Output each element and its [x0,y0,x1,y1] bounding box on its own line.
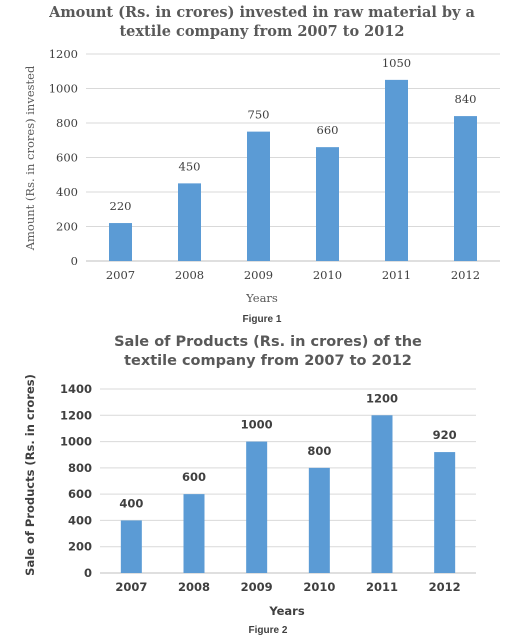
chart-2-y-axis-label: Sale of Products (Rs. in crores) [23,374,37,576]
y-tick-label: 400 [56,185,78,199]
chart-2-gridlines [100,388,476,574]
y-tick-label: 1000 [60,435,92,449]
x-tick-label: 2010 [313,268,342,282]
y-tick-label: 200 [56,220,78,234]
data-label-2012: 840 [455,92,477,106]
data-label-2011: 1200 [366,391,398,405]
chart-2-title-line-1: Sale of Products (Rs. in crores) of the [114,334,422,350]
x-tick-label: 2008 [175,268,204,282]
bar-2007 [120,520,142,573]
y-tick-label: 1000 [49,82,78,96]
chart-1-caption: Figure 1 [243,314,282,325]
data-label-2010: 660 [317,123,339,137]
chart-2-svg: Sale of Products (Rs. in crores) of the … [23,334,476,636]
y-tick-label: 200 [68,540,92,554]
chart-2-data-labels: 400 600 1000 800 1200 920 [119,391,456,510]
x-tick-label: 2010 [303,580,335,594]
y-tick-label: 0 [84,566,92,580]
x-tick-label: 2011 [366,580,398,594]
data-label-2008: 600 [182,470,206,484]
bar-2009 [246,441,268,573]
x-tick-label: 2012 [429,580,461,594]
chart-2-x-ticks: 2007 2008 2009 2010 2011 2012 [115,580,460,594]
y-tick-label: 800 [68,461,92,475]
data-label-2009: 750 [248,108,270,122]
chart-1-bars [109,79,477,261]
y-tick-label: 0 [71,254,78,268]
chart-1-title-line-2: textile company from 2007 to 2012 [119,23,404,40]
bar-2007 [109,223,132,261]
y-tick-label: 1200 [49,47,78,61]
y-tick-label: 400 [68,513,92,527]
chart-1-y-ticks: 0 200 400 600 800 1000 1200 [49,47,78,268]
chart-1-x-ticks: 2007 2008 2009 2010 2011 2012 [106,268,480,282]
data-label-2012: 920 [433,428,457,442]
chart-2-x-axis-label: Years [268,604,305,618]
x-tick-label: 2012 [451,268,480,282]
bar-2008 [183,494,205,573]
bar-2012 [454,116,477,261]
bar-2011 [371,415,393,573]
x-tick-label: 2011 [382,268,411,282]
chart-1-x-axis-label: Years [245,291,278,305]
y-tick-label: 1400 [60,382,92,396]
x-tick-label: 2007 [115,580,147,594]
chart-2-title-line-2: textile company from 2007 to 2012 [124,353,412,369]
chart-2-bars [120,415,456,573]
chart-1-gridlines [86,53,500,262]
data-label-2011: 1050 [382,56,411,70]
x-tick-label: 2007 [106,268,135,282]
chart-1-data-labels: 220 450 750 660 1050 840 [110,56,477,213]
bar-2012 [434,452,456,573]
x-tick-label: 2008 [178,580,210,594]
chart-2-caption: Figure 2 [249,625,288,636]
y-tick-label: 600 [56,151,78,165]
bar-2010 [316,147,339,261]
y-tick-label: 800 [56,116,78,130]
chart-figure-2: Sale of Products (Rs. in crores) of the … [0,332,519,640]
data-label-2010: 800 [307,444,331,458]
chart-2-y-ticks: 0 200 400 600 800 1000 1200 1400 [60,382,92,580]
bar-2009 [247,131,270,261]
y-tick-label: 600 [68,487,92,501]
chart-1-title-line-1: Amount (Rs. in crores) invested in raw m… [48,4,475,21]
chart-figure-1: Amount (Rs. in crores) invested in raw m… [23,4,500,325]
bar-2011 [385,79,408,261]
x-tick-label: 2009 [244,268,273,282]
x-tick-label: 2009 [241,580,273,594]
data-label-2007: 400 [119,496,143,510]
data-label-2008: 450 [179,159,201,173]
bar-2010 [308,467,330,573]
bar-2008 [178,183,201,261]
chart-1-svg: Amount (Rs. in crores) invested in raw m… [23,4,500,325]
data-label-2007: 220 [110,199,132,213]
chart-1-y-axis-label: Amount (Rs. in crores) invested [23,65,37,251]
data-label-2009: 1000 [241,418,273,432]
y-tick-label: 1200 [60,408,92,422]
